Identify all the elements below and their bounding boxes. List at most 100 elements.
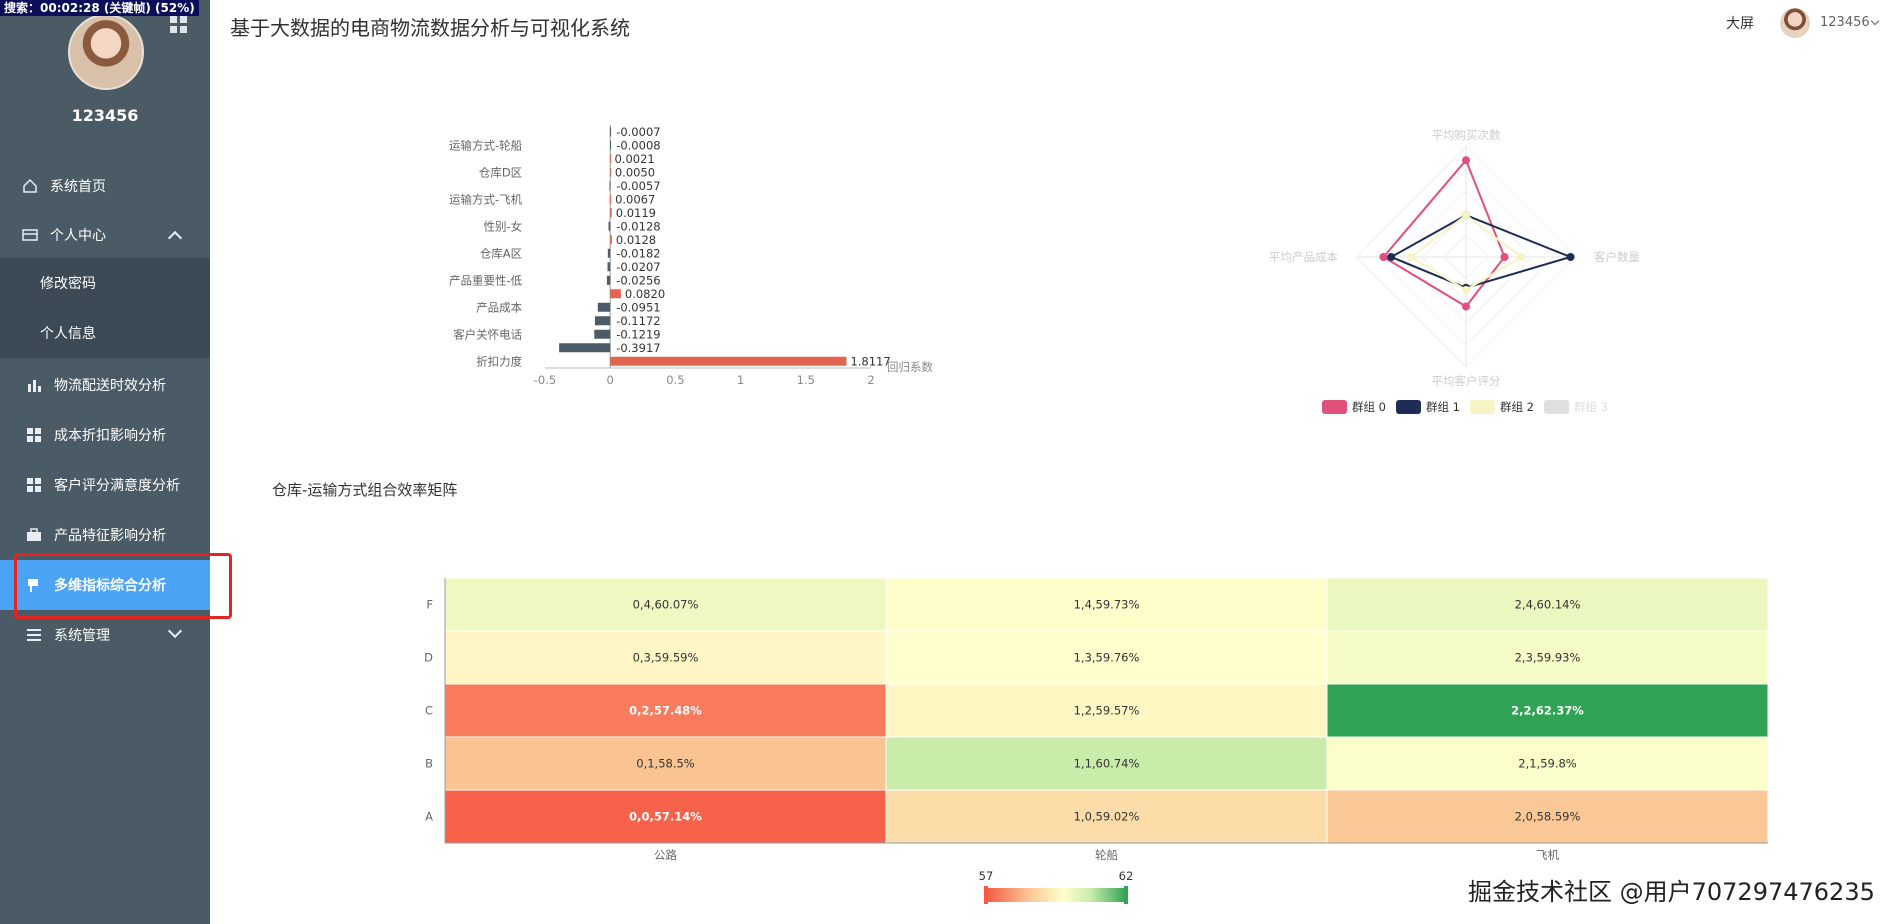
heatmap-cell-label: 0,1,58.5% [636, 757, 695, 771]
chevron-up-icon [167, 230, 183, 246]
radar-indicator-label: 客户数量 [1594, 250, 1640, 264]
heatmap-cell-label: 2,1,59.8% [1518, 757, 1577, 771]
radar-point [1462, 286, 1470, 294]
bar [559, 343, 611, 353]
category-label: 客户关怀电话 [453, 327, 522, 341]
visual-map-max-label: 62 [1119, 869, 1134, 883]
heatmap-cell-label: 0,4,60.07% [633, 598, 699, 612]
data-label: -0.1172 [616, 314, 660, 328]
heatmap-cell [1326, 630, 1769, 685]
heatmap-cell [444, 683, 887, 738]
bar [608, 221, 611, 231]
data-label: -0.0128 [616, 219, 660, 233]
page-title: 基于大数据的电商物流数据分析与可视化系统 [230, 16, 630, 40]
category-label: 性别-女 [484, 219, 523, 233]
x-tick-label: 公路 [654, 848, 677, 862]
axis-label: 回归系数 [887, 360, 933, 374]
radar-point [1407, 253, 1415, 261]
legend-label: 群组 3 [1574, 400, 1608, 414]
user-avatar[interactable] [68, 14, 144, 90]
watermark: 掘金技术社区 @用户707297476235 [1468, 878, 1875, 906]
grid-icon[interactable] [170, 16, 188, 34]
data-label: -0.0951 [616, 300, 660, 314]
bar [610, 289, 621, 299]
bar [610, 208, 612, 218]
heatmap-cell [444, 577, 887, 632]
sidebar-item-cost-discount[interactable]: 成本折扣影响分析 [0, 410, 210, 460]
sidebar-item-system-management[interactable]: 系统管理 [0, 610, 210, 660]
radar-point [1462, 156, 1470, 165]
list-icon [26, 627, 42, 643]
heatmap-cell [1326, 683, 1769, 738]
category-label: 产品成本 [476, 300, 522, 314]
sidebar-item-label: 产品特征影响分析 [54, 528, 166, 544]
chevron-down-icon [167, 623, 183, 639]
highlight-box [14, 553, 232, 619]
sidebar-item-label: 个人信息 [40, 326, 96, 342]
caret-down-icon[interactable] [1870, 16, 1880, 26]
heatmap-cell-label: 0,2,57.48% [629, 704, 702, 718]
data-label: 0.0050 [615, 165, 655, 179]
sidebar-item-label: 多维指标综合分析 [54, 578, 166, 594]
heatmap-cell [885, 736, 1328, 791]
tick-label: 0 [607, 373, 614, 387]
bar [610, 167, 612, 177]
data-label: -0.0007 [616, 125, 660, 139]
bar [610, 356, 847, 366]
bar [610, 194, 612, 204]
y-tick-label: F [426, 598, 433, 612]
data-label: 0.0021 [614, 152, 654, 166]
radar-point [1462, 211, 1470, 220]
sidebar-item-home[interactable]: 系统首页 [0, 161, 210, 211]
heatmap-cell-label: 1,2,59.57% [1074, 704, 1140, 718]
y-tick-label: B [425, 757, 433, 771]
radar-ring [1421, 212, 1511, 302]
x-tick-label: 轮船 [1095, 848, 1118, 862]
card-icon [22, 227, 38, 243]
heatmap-cell [1326, 736, 1769, 791]
visual-map-min-label: 57 [979, 869, 994, 883]
sidebar-item-label: 系统管理 [54, 628, 110, 644]
radar-point [1500, 253, 1509, 261]
grid-icon [26, 477, 42, 493]
data-label: -0.0057 [616, 179, 660, 193]
radar-indicator-label: 平均购买次数 [1432, 128, 1501, 142]
flag-icon [26, 577, 42, 593]
recording-banner: 搜索：00:02:28 (关键帧) (52%) [0, 0, 199, 16]
avatar[interactable] [1780, 8, 1810, 38]
legend-label: 群组 0 [1352, 400, 1386, 414]
category-label: 产品重要性-低 [449, 273, 523, 287]
big-screen-link[interactable]: 大屏 [1726, 16, 1754, 32]
sidebar-item-personal-center[interactable]: 个人中心 [0, 210, 210, 260]
tick-label: 1 [737, 373, 744, 387]
sidebar-item-customer-rating[interactable]: 客户评分满意度分析 [0, 460, 210, 510]
sidebar-item-personal-info[interactable]: 个人信息 [0, 308, 210, 358]
sidebar-item-delivery-timeliness[interactable]: 物流配送时效分析 [0, 360, 210, 410]
sidebar: 123456 系统首页 个人中心 修改密码 个人信息 物流配送时效分析 [0, 0, 210, 924]
heatmap-cell-label: 0,3,59.59% [633, 651, 699, 665]
legend-label: 群组 2 [1500, 400, 1534, 414]
header-username[interactable]: 123456 [1820, 15, 1870, 30]
data-label: -0.0256 [616, 273, 660, 287]
radar-ring [1443, 234, 1489, 280]
sidebar-item-label: 物流配送时效分析 [54, 378, 166, 394]
visual-map-handle-max [1124, 886, 1128, 904]
bar [607, 262, 611, 272]
sidebar-item-label: 客户评分满意度分析 [54, 478, 180, 494]
sidebar-item-change-password[interactable]: 修改密码 [0, 258, 210, 308]
heatmap-cell-label: 1,4,59.73% [1074, 598, 1140, 612]
heatmap-cell-label: 2,3,59.93% [1515, 651, 1581, 665]
bar [597, 302, 611, 312]
x-tick-label: 飞机 [1536, 848, 1559, 862]
legend-swatch [1322, 400, 1347, 414]
legend-swatch [1544, 400, 1569, 414]
sidebar-item-multi-indicator[interactable]: 多维指标综合分析 [0, 560, 210, 610]
heatmap-cell-label: 1,3,59.76% [1074, 651, 1140, 665]
data-label: -0.3917 [616, 341, 660, 355]
heatmap-cell-label: 0,0,57.14% [629, 810, 702, 824]
bar [610, 140, 612, 150]
sidebar-item-product-features[interactable]: 产品特征影响分析 [0, 510, 210, 560]
sidebar-username: 123456 [71, 106, 139, 125]
